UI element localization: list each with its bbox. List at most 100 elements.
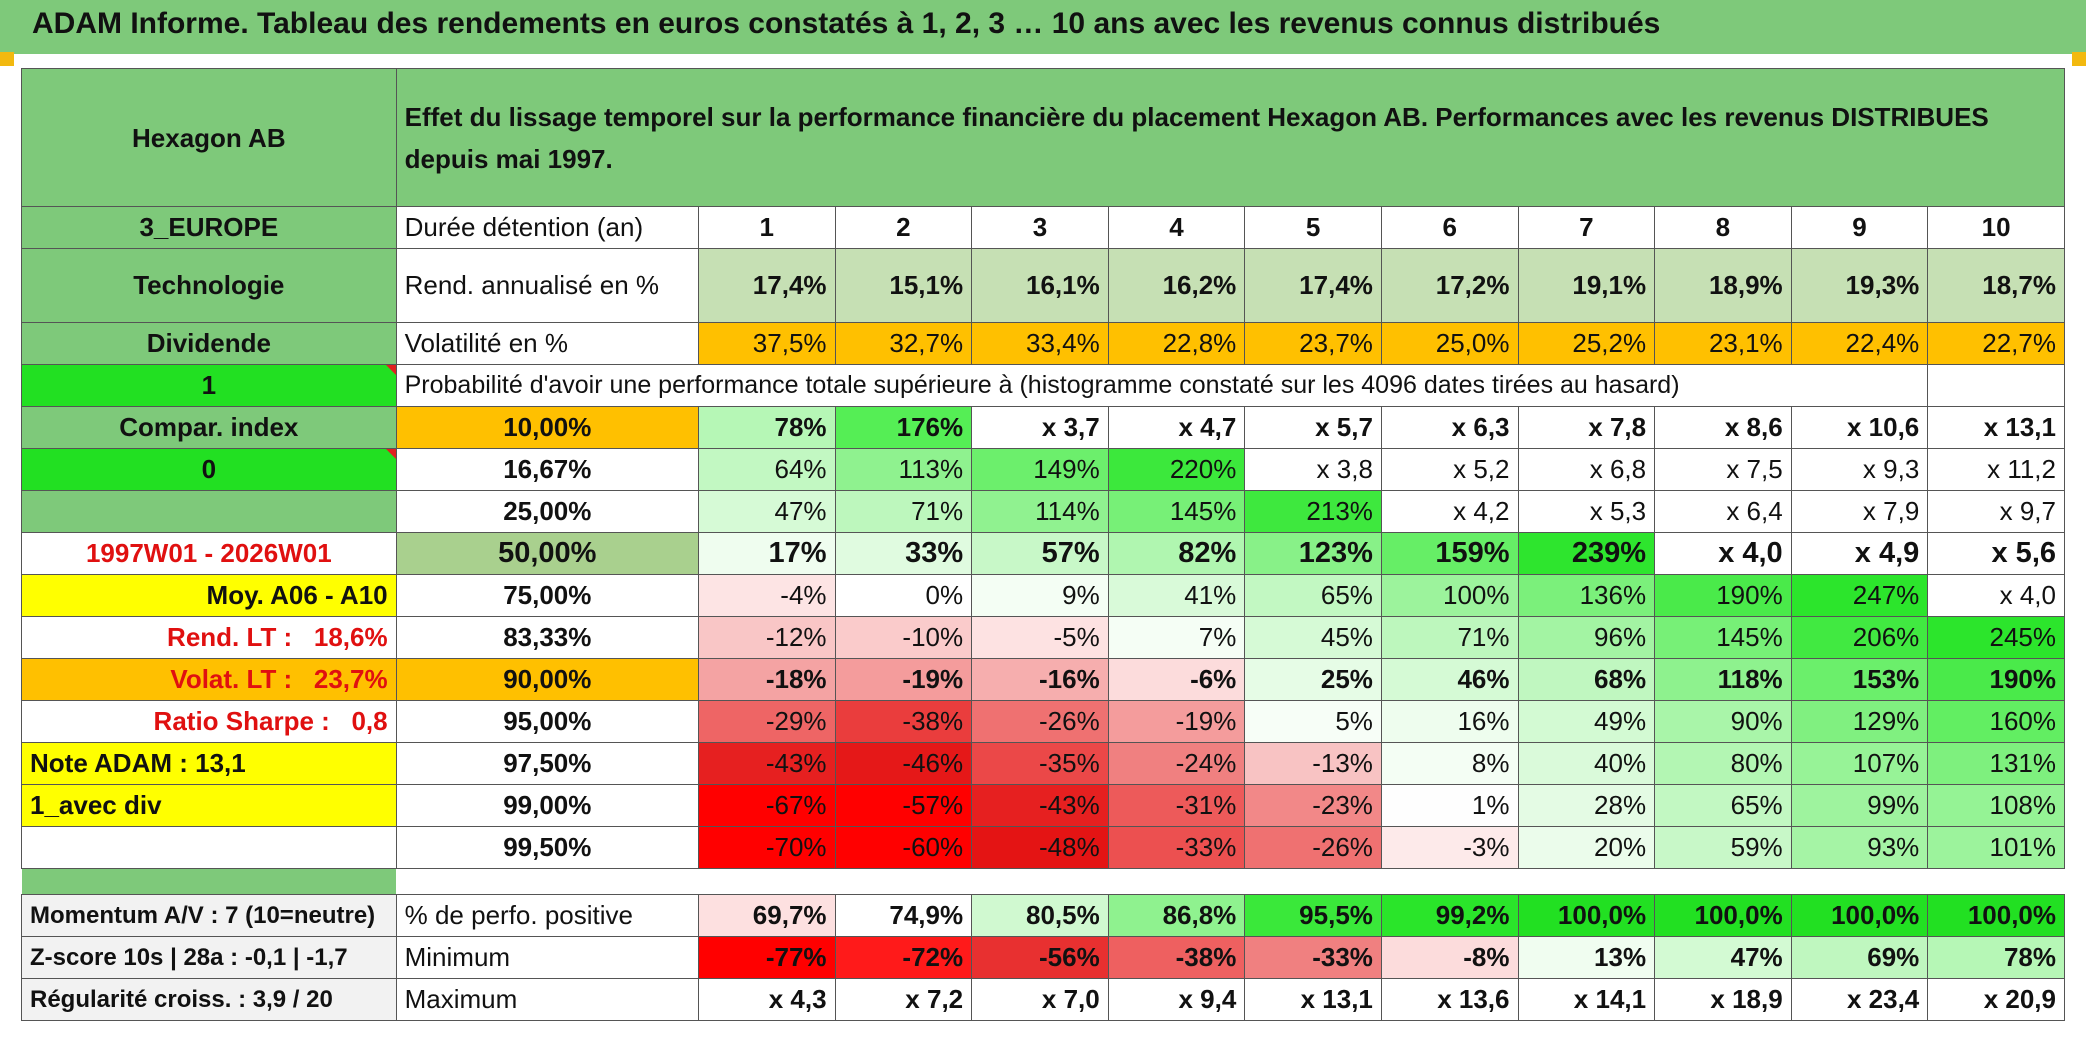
quantile-cell: 68%: [1517, 658, 1656, 701]
duree-label: Durée détention (an): [395, 206, 699, 249]
volat-cell: 25,0%: [1380, 322, 1519, 365]
volat-cell: 23,1%: [1654, 322, 1792, 365]
volat-cell: 22,8%: [1107, 322, 1246, 365]
quantile-cell: 8%: [1380, 742, 1519, 785]
year-header: 2: [834, 206, 973, 249]
quantile-cell: -46%: [834, 742, 973, 785]
positive-label: % de perfo. positive: [395, 894, 699, 937]
toggle-value-1[interactable]: 1: [21, 364, 397, 407]
quantile-cell: 153%: [1790, 658, 1929, 701]
maximum-cell: x 14,1: [1517, 978, 1656, 1021]
quantile-cell: x 5,3: [1517, 490, 1656, 533]
quantile-cell: 28%: [1517, 784, 1656, 827]
quantile-cell: x 6,4: [1654, 490, 1792, 533]
rend-cell: 19,1%: [1517, 248, 1656, 323]
quantile-cell: 129%: [1790, 700, 1929, 743]
rend-lt-label: Rend. LT :: [167, 622, 293, 652]
volat-cell: 22,7%: [1927, 322, 2065, 365]
quantile-cell: -19%: [834, 658, 973, 701]
volat-lt: Volat. LT : 23,7%: [21, 658, 397, 701]
quantile-cell: 33%: [834, 532, 973, 575]
quantile-cell: -16%: [971, 658, 1109, 701]
quantile-cell: x 5,2: [1380, 448, 1519, 491]
avec-div-label: 1_avec div: [21, 784, 397, 827]
quantile-cell: -13%: [1244, 742, 1382, 785]
quantile-cell: 16%: [1380, 700, 1519, 743]
zone-label: 3_EUROPE: [21, 206, 397, 249]
rend-cell: 16,2%: [1107, 248, 1246, 323]
quantile-cell: -38%: [834, 700, 973, 743]
volat-cell: 33,4%: [971, 322, 1109, 365]
quantile-label: 25,00%: [395, 490, 699, 533]
quantile-label: 99,00%: [395, 784, 699, 827]
minimum-label: Minimum: [395, 936, 699, 979]
quantile-cell: -29%: [697, 700, 836, 743]
maximum-cell: x 20,9: [1927, 978, 2065, 1021]
quantile-cell: 7%: [1107, 616, 1246, 659]
quantile-cell: 17%: [697, 532, 836, 575]
empty-cell: [21, 826, 397, 869]
quantile-cell: x 10,6: [1790, 406, 1929, 449]
title-banner: ADAM Informe. Tableau des rendements en …: [0, 0, 2086, 54]
period-label: 1997W01 - 2026W01: [21, 532, 397, 575]
positive-cell: 95,5%: [1244, 894, 1382, 937]
quantile-cell: 145%: [1654, 616, 1792, 659]
quantile-cell: 0%: [834, 574, 973, 617]
maximum-cell: x 23,4: [1790, 978, 1929, 1021]
quantile-cell: -48%: [971, 826, 1109, 869]
positive-cell: 100,0%: [1654, 894, 1792, 937]
minimum-cell: 69%: [1790, 936, 1929, 979]
quantile-cell: 108%: [1927, 784, 2065, 827]
quantile-cell: 176%: [834, 406, 973, 449]
quantile-cell: 41%: [1107, 574, 1246, 617]
minimum-cell: -33%: [1244, 936, 1382, 979]
positive-cell: 99,2%: [1380, 894, 1519, 937]
toggle-value-0[interactable]: 0: [21, 448, 397, 491]
rend-cell: 18,7%: [1927, 248, 2065, 323]
quantile-cell: -19%: [1107, 700, 1246, 743]
maximum-cell: x 7,0: [971, 978, 1109, 1021]
positive-cell: 80,5%: [971, 894, 1109, 937]
quantile-cell: -18%: [697, 658, 836, 701]
rend-cell: 17,2%: [1380, 248, 1519, 323]
quantile-cell: -4%: [697, 574, 836, 617]
performance-table: Hexagon AB Effet du lissage temporel sur…: [21, 68, 2066, 1021]
year-header: 3: [971, 206, 1109, 249]
rend-cell: 17,4%: [697, 248, 836, 323]
maximum-cell: x 7,2: [834, 978, 973, 1021]
proba-label: Probabilité d'avoir une performance tota…: [395, 364, 1929, 407]
quantile-cell: 220%: [1107, 448, 1246, 491]
quantile-label: 16,67%: [395, 448, 699, 491]
quantile-cell: 245%: [1927, 616, 2065, 659]
maximum-cell: x 13,1: [1244, 978, 1382, 1021]
quantile-cell: 149%: [971, 448, 1109, 491]
quantile-cell: 160%: [1927, 700, 2065, 743]
rend-lt: Rend. LT : 18,6%: [21, 616, 397, 659]
quantile-cell: 59%: [1654, 826, 1792, 869]
quantile-cell: 239%: [1517, 532, 1656, 575]
quantile-cell: 5%: [1244, 700, 1382, 743]
momentum-label: Momentum A/V : 7 (10=neutre): [21, 894, 397, 937]
quantile-cell: 25%: [1244, 658, 1382, 701]
quantile-label: 99,50%: [395, 826, 699, 869]
quantile-cell: 20%: [1517, 826, 1656, 869]
quantile-cell: x 7,9: [1790, 490, 1929, 533]
quantile-cell: 47%: [697, 490, 836, 533]
quantile-cell: -26%: [1244, 826, 1382, 869]
quantile-cell: -70%: [697, 826, 836, 869]
minimum-cell: -77%: [697, 936, 836, 979]
quantile-cell: 190%: [1654, 574, 1792, 617]
quantile-cell: x 4,9: [1790, 532, 1929, 575]
quantile-cell: x 13,1: [1927, 406, 2065, 449]
volat-label: Volatilité en %: [395, 322, 699, 365]
rend-cell: 16,1%: [971, 248, 1109, 323]
corner-marker-right: [2072, 52, 2086, 66]
quantile-cell: 131%: [1927, 742, 2065, 785]
quantile-cell: 78%: [697, 406, 836, 449]
maximum-cell: x 18,9: [1654, 978, 1792, 1021]
year-header: 10: [1927, 206, 2065, 249]
maximum-cell: x 4,3: [697, 978, 836, 1021]
rend-lt-value: 18,6%: [313, 622, 388, 652]
volat-cell: 37,5%: [697, 322, 836, 365]
quantile-label: 75,00%: [395, 574, 699, 617]
